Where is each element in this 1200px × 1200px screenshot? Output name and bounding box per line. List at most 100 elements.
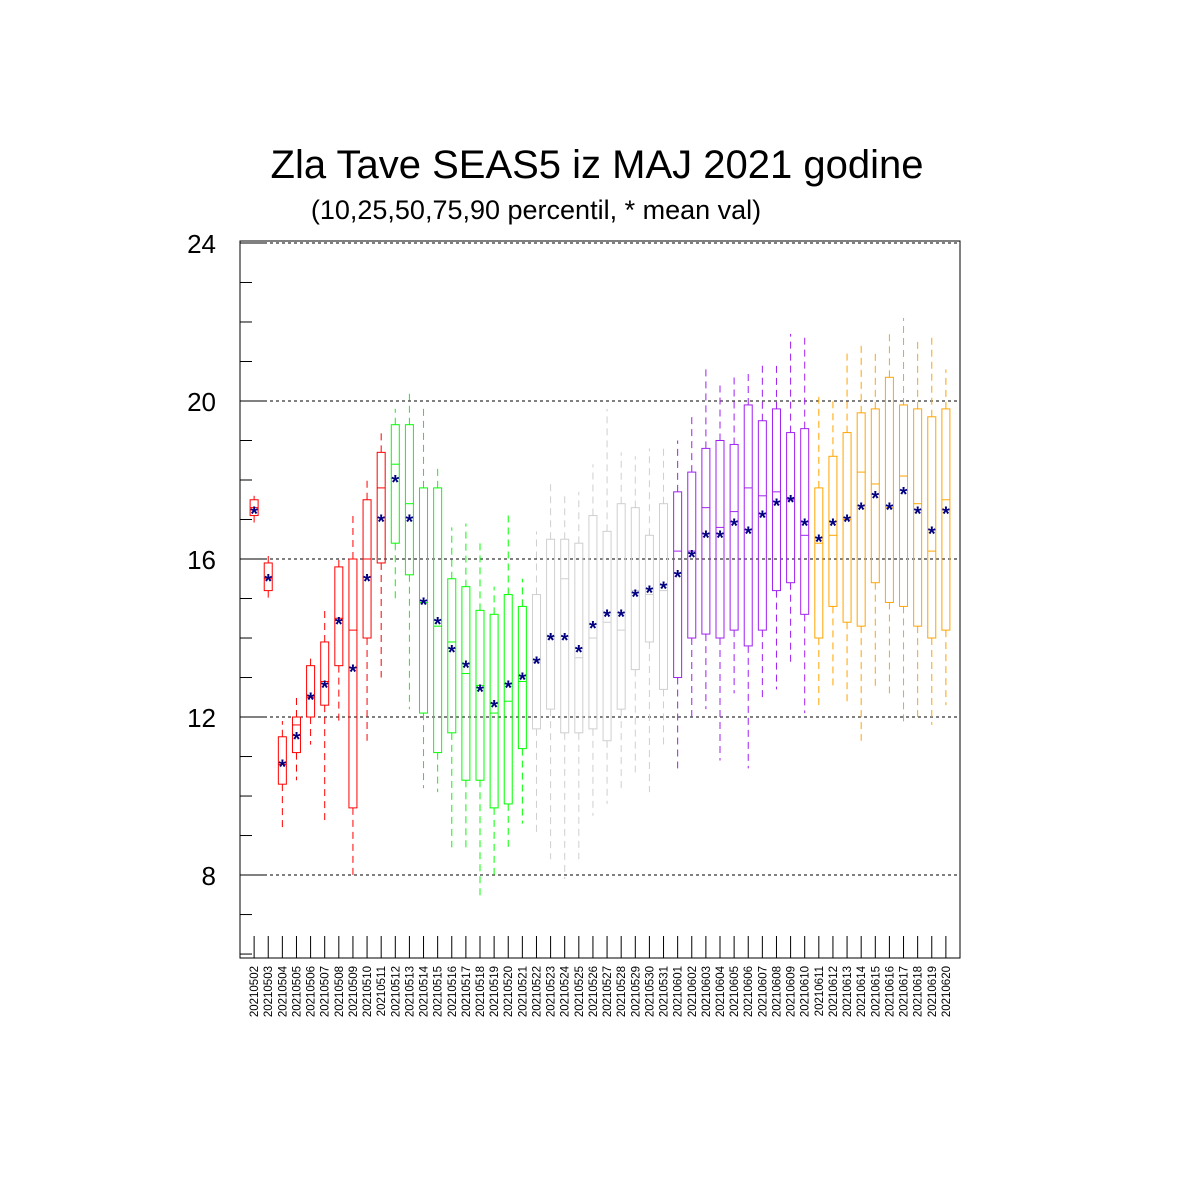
x-tick-label: 20210603 [701, 966, 713, 1017]
box-20210522: * [531, 531, 541, 836]
box-iqr [320, 641, 330, 706]
x-tick-label: 20210507 [320, 966, 332, 1017]
box-iqr [757, 420, 767, 631]
box-20210620: * [941, 369, 951, 706]
box-20210604: * [715, 381, 725, 761]
box-iqr [842, 432, 852, 623]
box-iqr [899, 404, 909, 607]
mean-marker: * [533, 654, 541, 676]
mean-marker: * [420, 594, 428, 616]
x-tick-label: 20210618 [913, 966, 925, 1017]
mean-marker: * [744, 523, 752, 545]
mean-marker: * [321, 677, 329, 699]
chart-subtitle: (10,25,50,75,90 percentil, * mean val) [311, 195, 761, 225]
box-iqr [574, 542, 584, 734]
mean-marker: * [250, 504, 258, 526]
mean-marker: * [617, 606, 625, 628]
x-tick-label: 20210528 [616, 966, 628, 1017]
box-iqr [743, 404, 753, 647]
box-iqr [362, 499, 372, 639]
mean-marker: * [631, 587, 639, 609]
box-20210608: * [771, 361, 781, 690]
mean-marker: * [914, 504, 922, 526]
x-tick-label: 20210530 [644, 966, 656, 1017]
box-20210502: * [249, 495, 259, 526]
x-tick-label: 20210529 [630, 966, 642, 1017]
box-20210529: * [630, 456, 640, 773]
box-iqr [870, 408, 880, 584]
box-20210520: * [503, 515, 513, 852]
box-20210516: * [447, 527, 457, 848]
box-20210618: * [913, 341, 923, 718]
box-20210528: * [616, 452, 626, 793]
grid-lines [240, 242, 960, 876]
box-iqr [701, 447, 711, 635]
mean-marker: * [293, 729, 301, 751]
x-tick-label: 20210514 [419, 965, 431, 1017]
box-iqr [348, 558, 358, 809]
box-iqr [616, 503, 626, 710]
box-20210615: * [870, 349, 880, 690]
mean-marker: * [829, 515, 837, 537]
box-20210619: * [927, 337, 937, 725]
box-iqr [828, 455, 838, 607]
box-iqr [927, 416, 937, 639]
mean-marker: * [702, 527, 710, 549]
box-20210503: * [263, 555, 273, 603]
mean-marker: * [773, 496, 781, 518]
x-tick-label: 20210615 [870, 966, 882, 1017]
mean-marker: * [942, 504, 950, 526]
x-tick-label: 20210505 [291, 966, 303, 1017]
box-20210525: * [574, 491, 584, 860]
box-iqr [856, 412, 866, 627]
box-20210518: * [475, 543, 485, 899]
x-tick-label: 20210522 [531, 966, 543, 1017]
box-iqr [447, 578, 457, 734]
mean-marker: * [871, 488, 879, 510]
mean-marker: * [688, 547, 696, 569]
x-tick-label: 20210616 [884, 966, 896, 1017]
x-tick-label: 20210527 [602, 966, 614, 1017]
box-20210613: * [842, 353, 852, 702]
x-tick-label: 20210520 [503, 966, 515, 1017]
mean-marker: * [518, 670, 526, 692]
box-iqr [687, 471, 697, 639]
mean-marker: * [787, 492, 795, 514]
box-iqr [884, 376, 894, 603]
box-iqr [771, 408, 781, 592]
x-tick-label: 20210619 [927, 966, 939, 1017]
mean-marker: * [278, 756, 286, 778]
x-tick-label: 20210602 [687, 966, 699, 1017]
x-tick-label: 20210504 [277, 965, 289, 1017]
box-iqr [277, 736, 287, 785]
box-iqr [786, 432, 796, 584]
box-20210523: * [546, 483, 556, 860]
box-20210510: * [362, 480, 372, 741]
x-tick-label: 20210506 [306, 966, 318, 1017]
x-tick-label: 20210610 [800, 966, 812, 1017]
mean-marker: * [335, 614, 343, 636]
box-iqr [404, 424, 414, 576]
box-iqr [673, 491, 683, 679]
mean-marker: * [547, 630, 555, 652]
box-iqr [602, 530, 612, 742]
x-tick-label: 20210601 [673, 966, 685, 1017]
box-iqr [546, 538, 556, 710]
box-iqr [729, 443, 739, 631]
box-iqr [503, 594, 513, 805]
box-20210507: * [320, 606, 330, 824]
box-iqr [390, 424, 400, 544]
x-tick-label: 20210523 [546, 966, 558, 1017]
box-iqr [376, 451, 386, 564]
mean-marker: * [843, 512, 851, 534]
y-tick-label: 12 [187, 703, 216, 733]
box-iqr [715, 439, 725, 639]
box-20210504: * [277, 720, 287, 828]
y-tick-label: 20 [187, 387, 216, 417]
x-tick-label: 20210526 [588, 966, 600, 1017]
mean-marker: * [363, 571, 371, 593]
plot-frame [239, 240, 961, 959]
box-iqr [291, 716, 301, 754]
box-20210505: * [291, 697, 301, 781]
box-20210527: * [602, 408, 612, 804]
